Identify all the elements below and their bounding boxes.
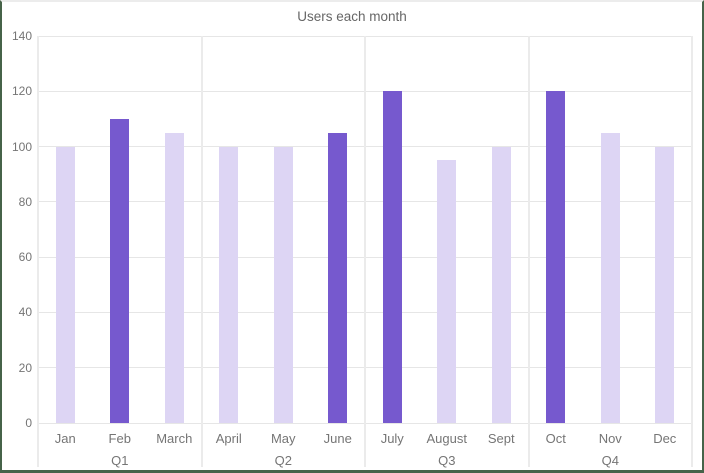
plot-left-edge [37,36,39,467]
x-axis-month-label: May [270,431,296,446]
quarter-divider [364,36,366,467]
bar-dec [655,146,675,423]
x-axis-month-label: Feb [108,431,131,446]
x-axis-month-label: June [323,431,352,446]
bar-june [328,132,348,423]
y-axis-tick-label: 0 [25,416,32,430]
x-axis-quarter-label: Q3 [438,453,456,468]
x-axis-month-label: July [380,431,404,446]
x-axis-month-label: August [426,431,467,446]
quarter-divider [527,36,530,467]
y-axis-tick-label: 60 [18,250,32,265]
bar-sept [491,146,511,423]
y-axis-tick-label: 120 [11,84,32,99]
chart-title: Users each month [297,9,407,24]
x-axis-month-label: Dec [653,431,677,446]
x-axis-quarter-label: Q4 [601,453,619,468]
bar-nov [600,132,620,423]
x-axis-month-label: Sept [487,431,515,446]
plot-right-edge [691,36,693,467]
bar-august [437,160,457,423]
y-axis-tick-label: 100 [11,139,32,154]
bar-jan [55,146,75,423]
y-axis-tick-label: 80 [18,194,32,209]
bar-july [382,91,402,423]
bar-oct [546,91,566,423]
x-axis-month-label: Nov [598,431,622,446]
quarter-divider [200,36,203,467]
x-axis-month-label: Jan [54,431,76,446]
bar-april [219,146,239,423]
y-axis-tick-label: 40 [18,305,32,320]
y-axis-tick-label: 140 [11,29,32,43]
y-axis-tick-label: 20 [18,360,32,375]
x-axis-quarter-label: Q2 [274,453,292,468]
bar-march [164,132,184,423]
x-axis-month-label: Oct [545,431,566,446]
x-axis-month-label: March [156,431,193,446]
x-axis-quarter-label: Q1 [111,453,129,468]
x-axis-month-label: April [215,431,242,446]
bar-feb [110,118,130,423]
bar-may [273,146,293,423]
